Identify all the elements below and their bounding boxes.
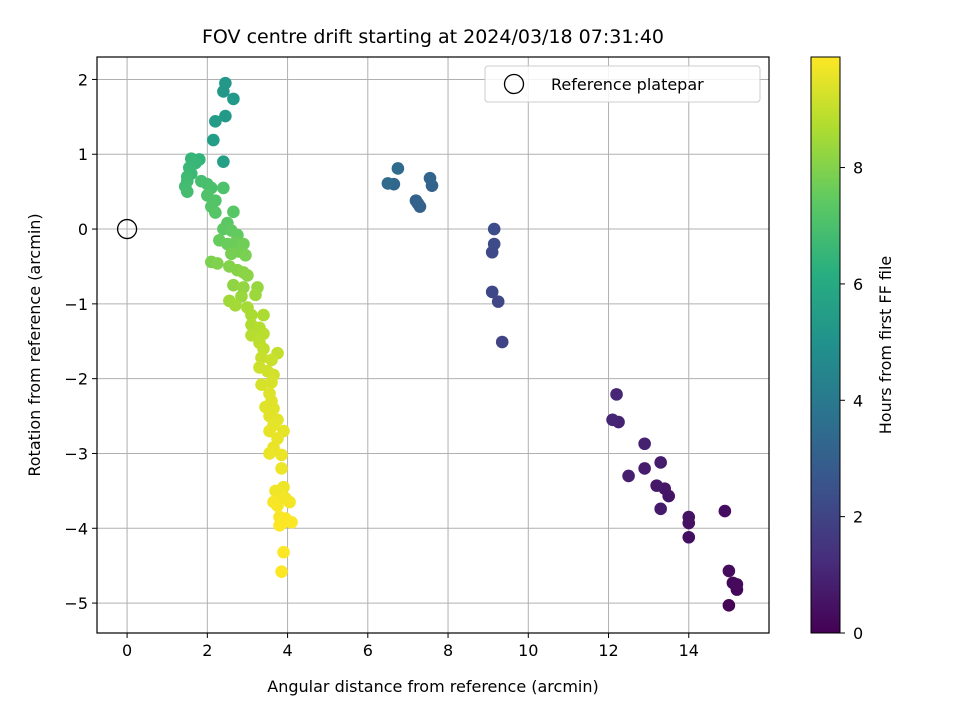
chart-title: FOV centre drift starting at 2024/03/18 … xyxy=(202,26,664,48)
x-tick-label: 14 xyxy=(679,641,699,660)
data-point xyxy=(485,285,499,299)
data-point xyxy=(275,448,288,462)
colorbar-tick-label: 0 xyxy=(853,624,863,643)
data-point xyxy=(257,308,270,322)
data-point xyxy=(273,518,286,532)
x-tick-label: 12 xyxy=(598,641,618,660)
data-point xyxy=(411,197,425,210)
data-point xyxy=(487,237,501,251)
data-point xyxy=(654,456,667,469)
data-point xyxy=(610,388,623,401)
plot-frame xyxy=(96,56,770,634)
data-point xyxy=(263,424,276,438)
colorbar-tick-label: 8 xyxy=(853,159,863,178)
data-point xyxy=(245,308,258,322)
data-point xyxy=(211,257,224,270)
data-point xyxy=(245,328,258,342)
legend: Reference platepar xyxy=(484,65,761,103)
data-point xyxy=(275,462,288,475)
data-point xyxy=(606,413,619,427)
data-point xyxy=(241,269,254,282)
data-point xyxy=(423,171,437,185)
colorbar-label: Hours from first FF file xyxy=(876,256,895,435)
y-tick-label: 2 xyxy=(78,70,88,89)
legend-reference-label: Reference platepar xyxy=(551,75,704,94)
data-point xyxy=(491,295,505,308)
legend-box xyxy=(484,65,761,103)
data-point xyxy=(682,530,696,544)
data-point xyxy=(622,469,635,483)
colorbar-tick-label: 2 xyxy=(853,508,863,527)
data-point xyxy=(650,479,663,492)
data-point xyxy=(217,181,230,195)
x-axis-label: Angular distance from reference (arcmin) xyxy=(267,677,598,696)
data-point xyxy=(217,85,230,98)
y-tick-label: −4 xyxy=(64,519,88,538)
data-point xyxy=(255,378,268,391)
y-tick-label: −2 xyxy=(64,370,88,389)
data-point xyxy=(227,205,240,219)
data-point xyxy=(277,545,290,559)
data-point xyxy=(275,565,288,578)
colorbar-tick-label: 4 xyxy=(853,391,863,410)
data-points xyxy=(116,76,744,612)
data-point xyxy=(730,578,744,591)
y-tick-label: −1 xyxy=(64,295,88,314)
y-tick-label: 1 xyxy=(78,145,88,164)
data-point xyxy=(495,335,509,349)
data-point xyxy=(638,437,651,451)
data-point xyxy=(718,504,732,518)
data-point xyxy=(255,351,268,365)
data-point xyxy=(654,502,667,516)
data-point xyxy=(487,222,501,236)
data-point xyxy=(682,510,696,524)
data-point xyxy=(239,248,252,262)
data-point xyxy=(263,447,276,460)
data-point xyxy=(217,155,230,169)
x-tick-label: 6 xyxy=(363,641,373,660)
legend-reference-marker xyxy=(503,73,525,95)
data-point xyxy=(638,462,651,475)
colorbar-ticks: 0 2 4 6 8 xyxy=(840,159,863,643)
data-point xyxy=(267,495,280,509)
y-axis-label: Rotation from reference (arcmin) xyxy=(25,213,44,476)
data-point xyxy=(391,162,405,175)
data-point xyxy=(722,564,736,578)
data-point xyxy=(209,115,222,128)
data-point xyxy=(207,133,220,147)
data-point xyxy=(180,185,194,198)
colorbar-tick-label: 6 xyxy=(853,275,863,294)
x-tick-label: 0 xyxy=(122,641,132,660)
colorbar-gradient xyxy=(810,56,841,634)
x-tick-label: 10 xyxy=(518,641,538,660)
reference-marker xyxy=(116,218,138,240)
data-point xyxy=(209,206,222,219)
data-point xyxy=(265,376,278,389)
grid-lines xyxy=(97,57,769,633)
data-point xyxy=(283,495,296,509)
x-tick-label: 4 xyxy=(282,641,292,660)
data-point xyxy=(249,288,262,302)
data-point xyxy=(227,278,240,292)
y-tick-label: −3 xyxy=(64,444,88,463)
data-point xyxy=(227,92,240,106)
x-tick-label: 2 xyxy=(202,641,212,660)
data-point xyxy=(381,177,395,190)
data-point xyxy=(235,290,248,303)
x-tick-label: 8 xyxy=(443,641,453,660)
colorbar: 0 2 4 6 8 Hours from first FF file xyxy=(810,56,895,643)
y-tick-label: −5 xyxy=(64,594,88,613)
data-point xyxy=(722,599,736,612)
data-point xyxy=(219,109,232,123)
data-point xyxy=(229,299,242,312)
data-point xyxy=(225,247,238,261)
y-tick-label: 0 xyxy=(78,220,88,239)
data-point xyxy=(265,353,278,367)
